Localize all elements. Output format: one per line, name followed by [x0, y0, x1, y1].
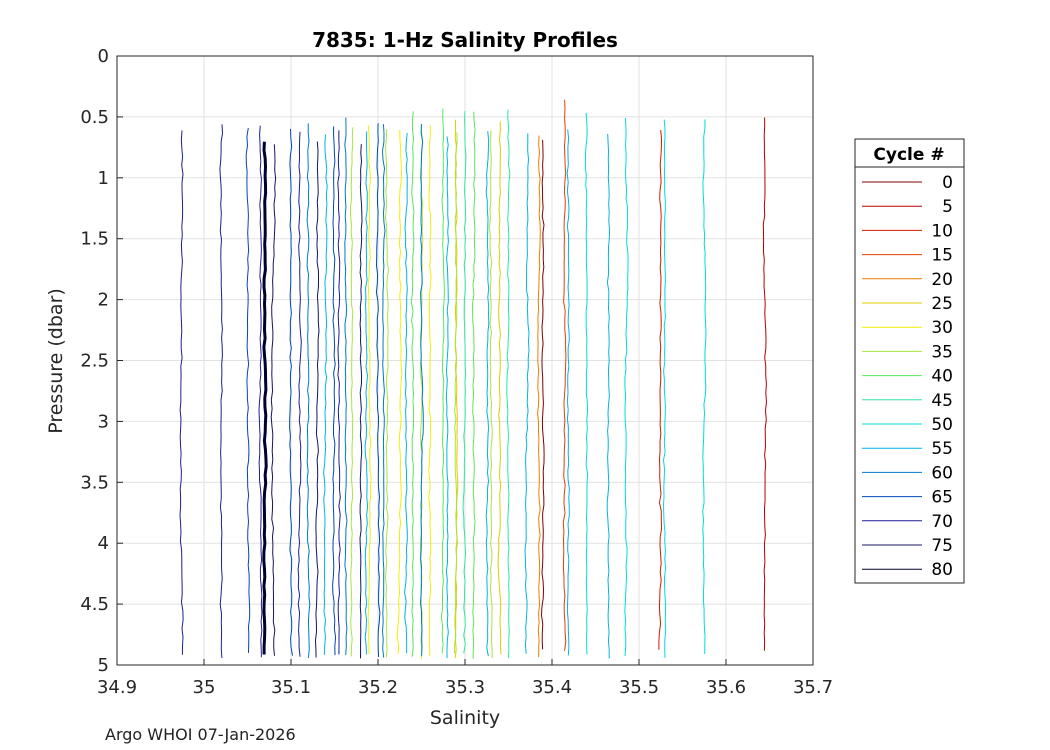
profile-line-cycle-70 [179, 130, 184, 655]
axis-ticks: 34.9 35 35.1 35.2 35.3 35.4 35.5 35.6 35.700.511… [80, 46, 833, 698]
profile-line-cycle-70 [297, 131, 302, 657]
profile-line-cycle-40 [440, 108, 445, 654]
profile-line-cycle-35 [454, 132, 458, 654]
profile-line-cycle-55 [403, 132, 408, 654]
x-axis-label: Salinity [430, 707, 500, 729]
profile-line-cycle-15 [562, 99, 567, 651]
legend-entries: 0 5 10 15 20 25 30 35 40 45 50 55 60 65 70 75 80 [862, 173, 953, 580]
x-tick-label: 35.3 [445, 677, 485, 698]
y-tick-label: 2.5 [80, 351, 109, 372]
profile-line-cycle-60 [419, 124, 424, 656]
legend-label-cycle-5: 5 [942, 197, 953, 217]
profile-line-cycle-40 [472, 111, 476, 659]
profile-line-cycle-30 [367, 125, 372, 655]
profile-line-cycle-50 [702, 119, 707, 655]
profile-line-cycle-55 [524, 133, 530, 654]
legend-title: Cycle # [873, 145, 944, 165]
profile-lines [179, 99, 768, 659]
legend: Cycle # 0 5 10 15 20 25 30 35 40 45 50 55 60 65 70 75 80 [854, 138, 965, 584]
profile-line-cycle-45 [506, 109, 511, 659]
y-tick-label: 0 [98, 46, 109, 67]
profile-line-cycle-65 [289, 128, 293, 656]
legend-label-cycle-0: 0 [942, 173, 953, 193]
profile-line-cycle-65 [332, 126, 337, 656]
y-tick-label: 0.5 [80, 107, 109, 128]
profile-line-cycle-30 [428, 125, 432, 657]
profile-line-cycle-35 [349, 127, 354, 657]
profile-line-cycle-60 [381, 124, 386, 658]
legend-label-cycle-65: 65 [931, 488, 953, 508]
y-tick-label: 5 [98, 655, 109, 676]
x-tick-label: 35.1 [271, 677, 311, 698]
profile-line-cycle-75 [359, 144, 363, 659]
profile-line-cycle-25 [497, 121, 502, 655]
y-tick-label: 3 [98, 411, 109, 432]
legend-label-cycle-35: 35 [931, 342, 953, 362]
profile-line-cycle-70 [337, 130, 341, 655]
y-tick-label: 4 [98, 533, 109, 554]
profile-line-cycle-55 [606, 133, 611, 659]
legend-label-cycle-60: 60 [931, 463, 953, 483]
x-tick-label: 34.9 [97, 677, 137, 698]
legend-label-cycle-20: 20 [931, 270, 953, 290]
x-tick-label: 35 [193, 677, 216, 698]
legend-label-cycle-25: 25 [931, 294, 953, 314]
profile-line-cycle-10 [658, 130, 663, 650]
legend-label-cycle-55: 55 [931, 439, 953, 459]
legend-label-cycle-30: 30 [931, 318, 953, 338]
legend-label-cycle-80: 80 [931, 560, 953, 580]
y-tick-label: 1 [98, 168, 109, 189]
profile-line-cycle-60 [344, 117, 348, 656]
legend-label-cycle-50: 50 [931, 415, 953, 435]
legend-label-cycle-70: 70 [931, 512, 953, 532]
profile-line-cycle-60 [306, 123, 311, 659]
profile-line-cycle-80 [262, 141, 268, 655]
profile-line-cycle-75 [314, 141, 320, 658]
profile-line-cycle-35 [488, 130, 493, 659]
profile-line-cycle-70 [219, 124, 224, 659]
profile-line-cycle-55 [485, 131, 490, 657]
profile-line-cycle-65 [375, 123, 381, 658]
y-axis-label: Pressure (dbar) [45, 288, 67, 434]
y-tick-label: 3.5 [80, 472, 109, 493]
profile-line-cycle-55 [566, 129, 570, 656]
x-tick-label: 35.4 [532, 677, 572, 698]
profile-line-cycle-55 [445, 136, 449, 659]
profile-line-cycle-50 [584, 112, 589, 655]
profile-line-cycle-70 [258, 125, 263, 658]
profile-line-cycle-35 [384, 129, 390, 658]
x-tick-label: 35.5 [619, 677, 659, 698]
y-tick-label: 2 [98, 290, 109, 311]
profile-line-cycle-45 [462, 111, 467, 654]
profile-line-cycle-75 [270, 144, 277, 656]
y-tick-label: 4.5 [80, 594, 109, 615]
profile-line-cycle-5 [762, 117, 768, 651]
profile-line-cycle-65 [245, 127, 251, 653]
profile-line-cycle-55 [323, 134, 328, 655]
profile-line-cycle-0 [540, 139, 545, 650]
profile-line-cycle-50 [662, 119, 667, 658]
profile-line-cycle-55 [364, 131, 369, 655]
legend-label-cycle-75: 75 [931, 536, 953, 556]
legend-label-cycle-15: 15 [931, 246, 953, 266]
profile-line-cycle-20 [537, 135, 541, 658]
legend-box [854, 138, 965, 584]
x-tick-label: 35.6 [706, 677, 746, 698]
legend-label-cycle-40: 40 [931, 367, 953, 387]
x-tick-label: 35.2 [358, 677, 398, 698]
y-tick-label: 1.5 [80, 229, 109, 250]
legend-label-cycle-45: 45 [931, 391, 953, 411]
profile-line-cycle-40 [410, 111, 415, 657]
chart-title: 7835: 1-Hz Salinity Profiles [312, 28, 618, 52]
x-tick-label: 35.7 [793, 677, 833, 698]
legend-label-cycle-10: 10 [931, 221, 953, 241]
profile-line-cycle-50 [624, 117, 629, 656]
footer-credit: Argo WHOI 07-Jan-2026 [105, 725, 296, 744]
profile-line-cycle-30 [396, 129, 403, 654]
